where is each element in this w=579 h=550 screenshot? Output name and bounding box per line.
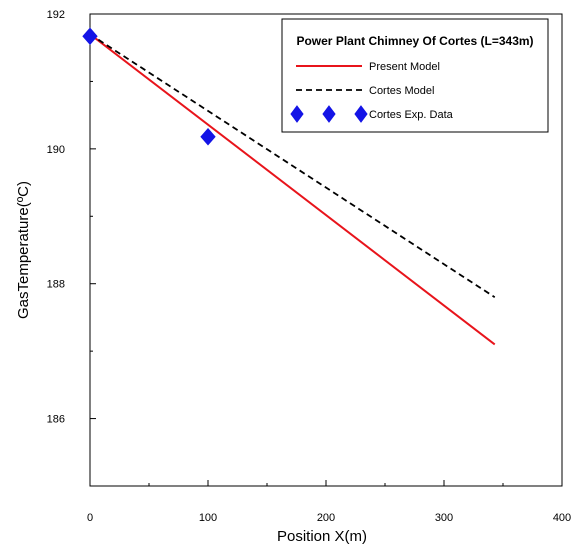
legend-label-cortes-model: Cortes Model xyxy=(369,85,434,97)
x-axis: 0 100 200 300 400 xyxy=(87,480,571,524)
y-axis: 186 188 190 192 xyxy=(47,9,96,487)
x-tick-label: 0 xyxy=(87,512,93,524)
y-tick-label: 192 xyxy=(47,9,65,21)
legend-label-present-model: Present Model xyxy=(369,61,440,73)
legend-title: Power Plant Chimney Of Cortes (L=343m) xyxy=(296,34,533,48)
x-tick-label: 100 xyxy=(199,512,217,524)
legend-box xyxy=(281,18,549,133)
legend-marker-cortes-exp-data xyxy=(322,105,336,123)
present-model-line xyxy=(89,33,496,346)
y-tick-label: 190 xyxy=(47,144,65,156)
legend-marker-cortes-exp-data xyxy=(290,105,304,123)
legend: Power Plant Chimney Of Cortes (L=343m) P… xyxy=(281,18,549,133)
y-tick-label: 186 xyxy=(47,414,65,426)
cortes-exp-data-point xyxy=(82,27,98,46)
y-axis-title: GasTemperature(ºC) xyxy=(15,181,32,319)
series-layer xyxy=(82,27,496,346)
cortes-model-line xyxy=(89,33,496,298)
legend-label-cortes-exp-data: Cortes Exp. Data xyxy=(369,109,454,121)
legend-items: Present Model Cortes Model Cortes Exp. Dat… xyxy=(290,61,454,123)
x-tick-label: 200 xyxy=(317,512,335,524)
y-tick-label: 188 xyxy=(47,279,65,291)
legend-marker-cortes-exp-data xyxy=(354,105,368,123)
x-axis-title: Position X(m) xyxy=(277,528,367,545)
x-tick-label: 300 xyxy=(435,512,453,524)
x-tick-label: 400 xyxy=(553,512,571,524)
cortes-exp-data-point xyxy=(200,127,216,146)
